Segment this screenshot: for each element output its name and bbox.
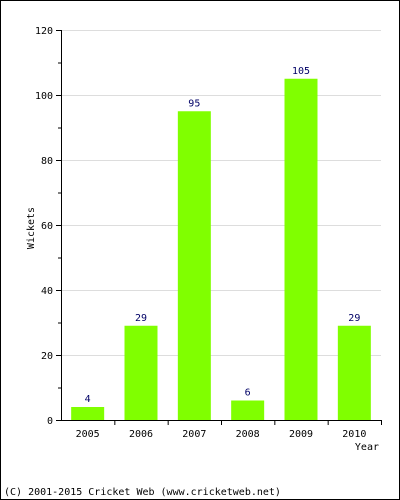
y-tick-label: 0	[47, 416, 53, 427]
x-tick-label: 2008	[236, 429, 260, 440]
y-tick-label: 60	[41, 221, 53, 232]
value-label-2006: 29	[135, 313, 147, 324]
bar-2005	[71, 407, 105, 420]
x-tick-label: 2010	[342, 429, 366, 440]
copyright-text: (C) 2001-2015 Cricket Web (www.cricketwe…	[4, 487, 281, 498]
y-tick-label: 40	[41, 286, 53, 297]
x-tick-label: 2009	[289, 429, 313, 440]
y-tick-label: 100	[35, 91, 53, 102]
x-tick-label: 2005	[76, 429, 100, 440]
y-axis-label: Wickets	[26, 207, 37, 249]
y-tick-label: 20	[41, 351, 53, 362]
value-label-2005: 4	[85, 394, 91, 405]
bar-2008	[231, 400, 265, 420]
bar-2009	[284, 78, 318, 420]
bar-2007	[177, 111, 211, 420]
value-label-2009: 105	[292, 66, 310, 77]
x-tick-label: 2007	[182, 429, 206, 440]
value-labels: 4 29 95 6 105 29	[85, 66, 361, 405]
value-label-2007: 95	[188, 98, 200, 109]
x-tick-label: 2006	[129, 429, 153, 440]
bar-2010	[337, 325, 371, 420]
x-tick-labels: 2005 2006 2007 2008 2009 2010	[76, 429, 367, 440]
axes	[56, 30, 382, 425]
bar-2006	[124, 325, 158, 420]
bars	[71, 78, 371, 420]
x-axis-label: Year	[355, 442, 379, 453]
value-label-2008: 6	[245, 388, 251, 399]
y-tick-labels: 0 20 40 60 80 100 120	[35, 26, 53, 427]
value-label-2010: 29	[348, 313, 360, 324]
y-tick-label: 80	[41, 156, 53, 167]
y-tick-label: 120	[35, 26, 53, 37]
grid-lines	[61, 30, 381, 356]
